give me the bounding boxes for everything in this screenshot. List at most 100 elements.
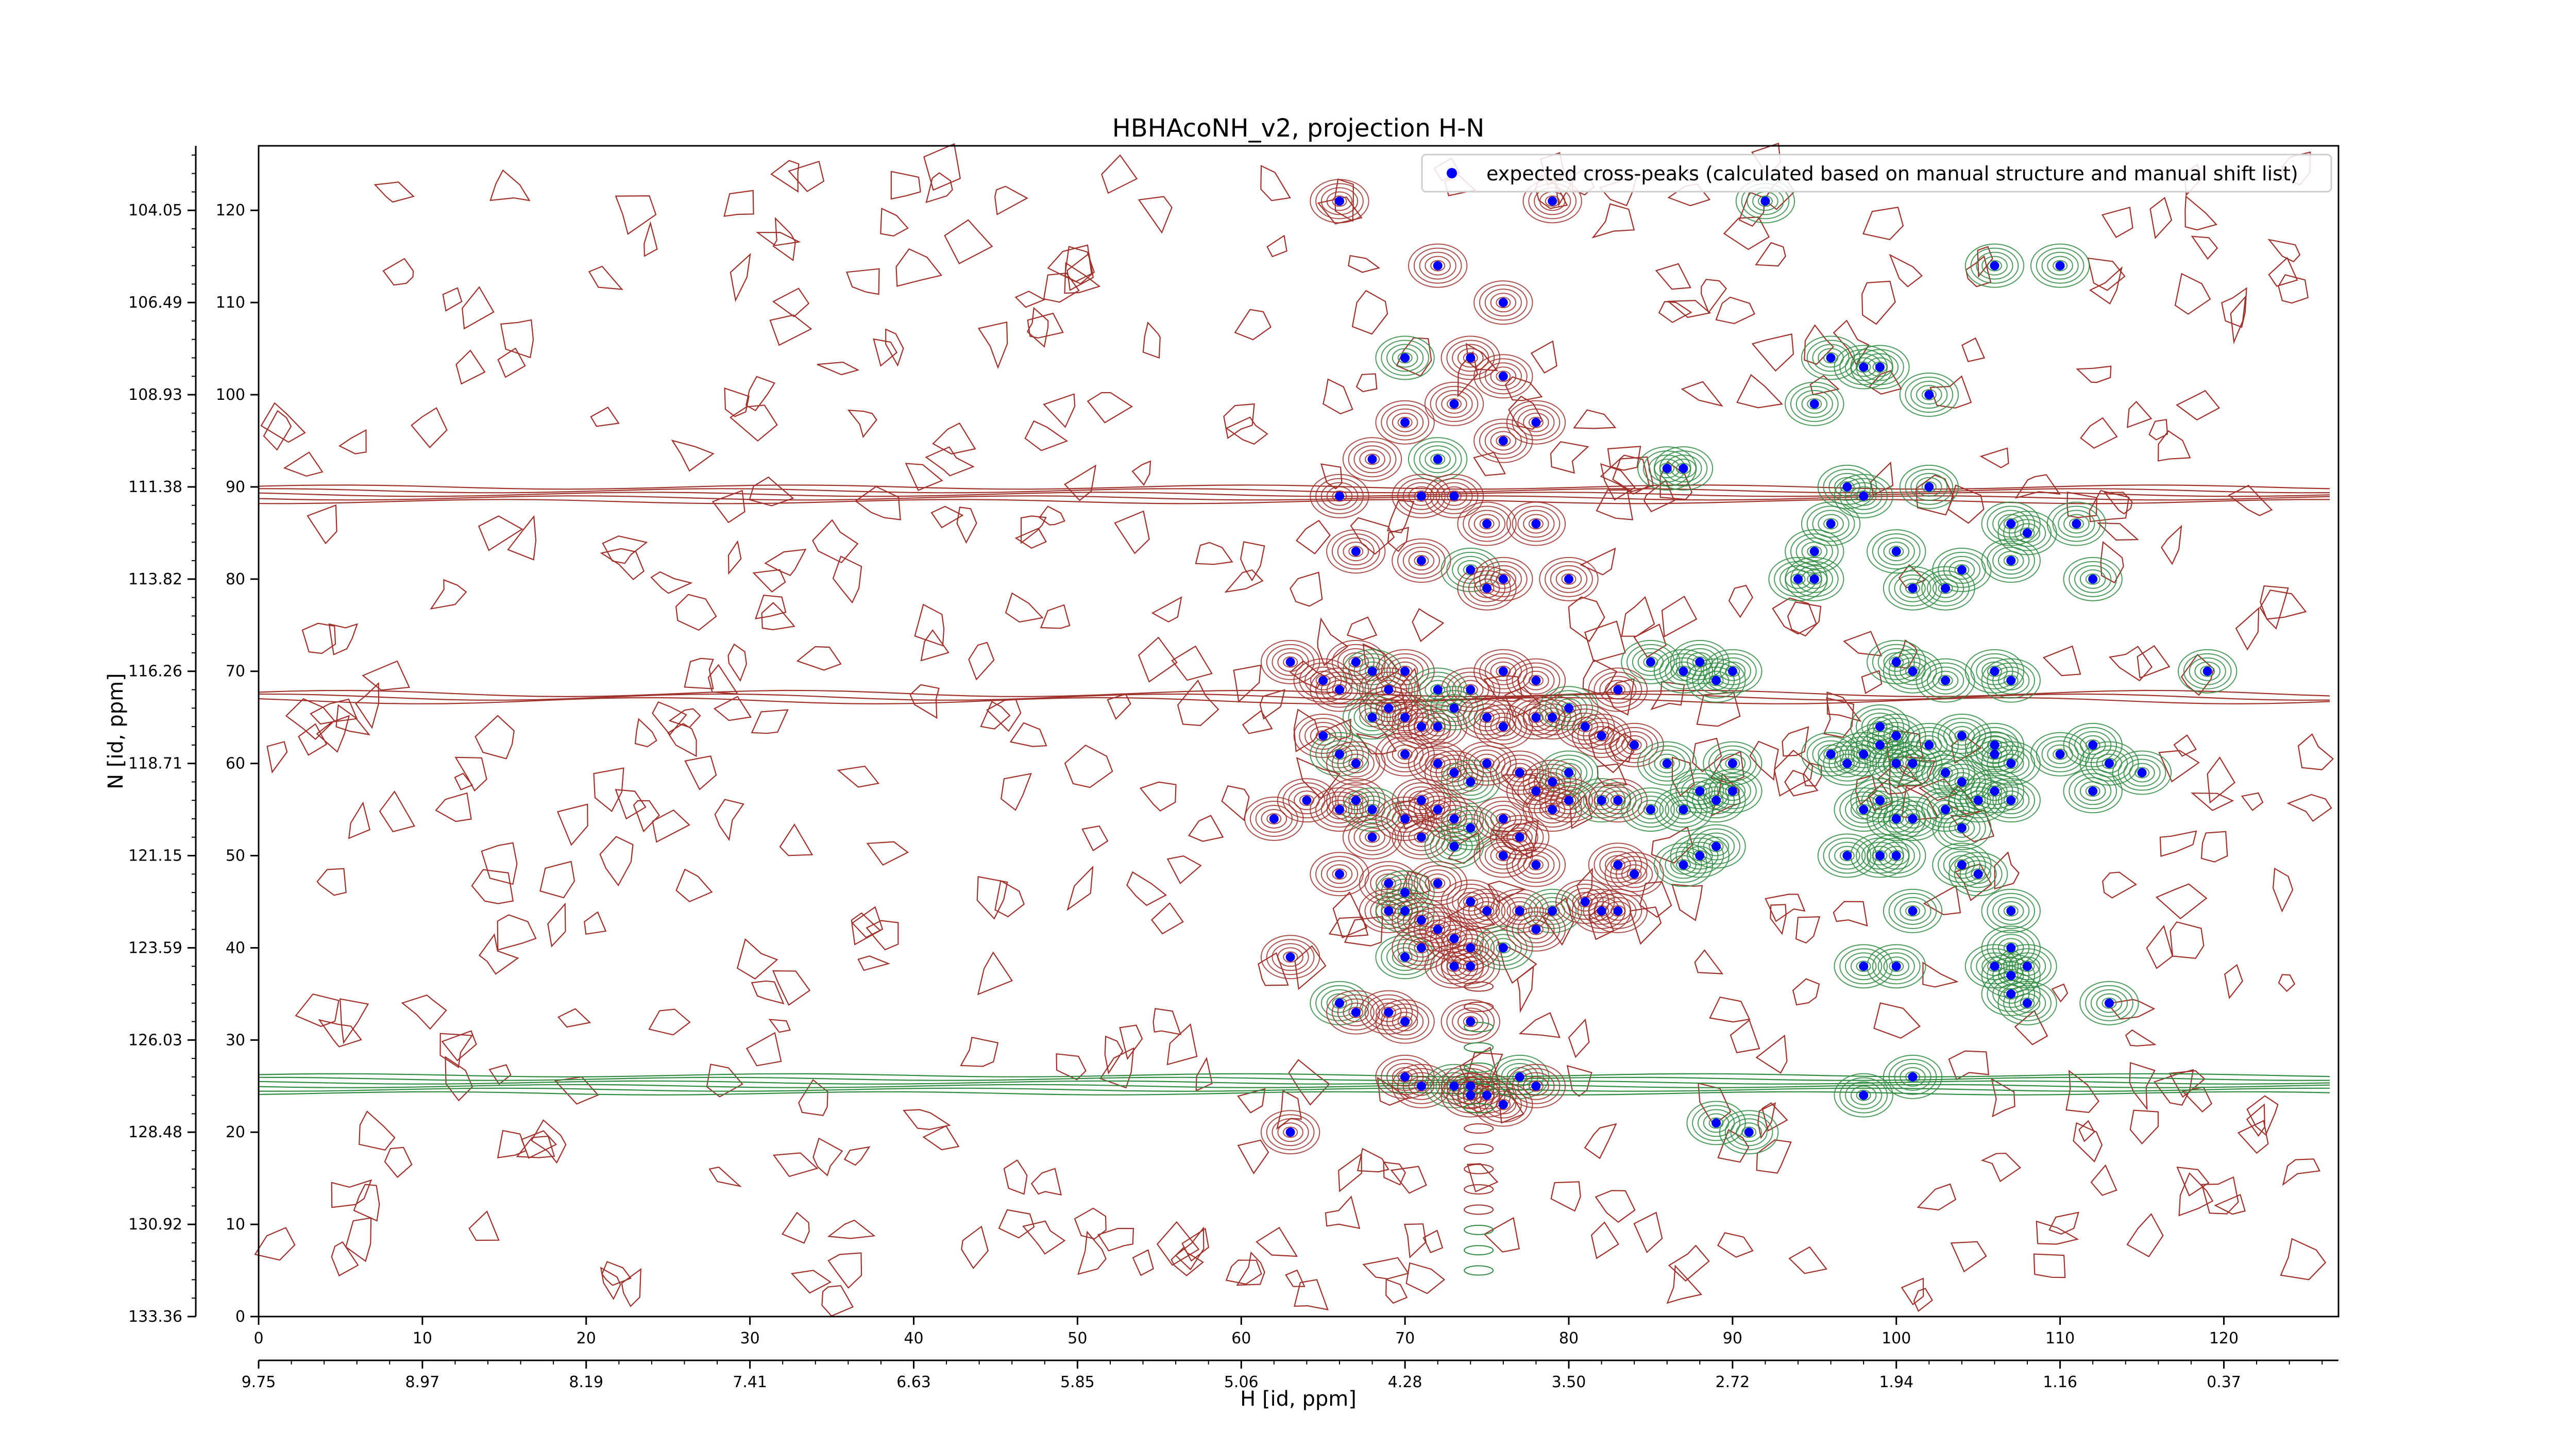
y-index-tick-label: 40: [226, 939, 245, 957]
noise-contour: [1918, 778, 1958, 801]
streak-contour: [258, 1087, 2330, 1092]
noise-contour: [790, 1270, 832, 1294]
peak-marker: [1515, 768, 1524, 778]
peak-contour: [1632, 648, 1670, 676]
peak-marker: [1449, 768, 1459, 778]
peak-contour: [1872, 795, 1888, 806]
peak-marker: [1416, 915, 1426, 925]
peak-contour: [1823, 518, 1839, 530]
peak-contour: [1545, 782, 1593, 819]
noise-contour: [1166, 855, 1202, 885]
noise-contour: [478, 933, 519, 975]
peak-contour: [1512, 1071, 1528, 1083]
peak-contour: [1905, 665, 1921, 677]
peak-contour: [1692, 785, 1707, 797]
peak-contour: [1260, 1110, 1320, 1155]
peak-contour: [1468, 749, 1506, 778]
noise-contour: [1550, 441, 1589, 474]
noise-contour: [1994, 851, 2020, 890]
noise-contour: [1195, 542, 1233, 565]
noise-contour: [1003, 1159, 1028, 1195]
peak-contour: [2014, 993, 2041, 1013]
peak-contour: [1348, 757, 1364, 769]
x-axis-label: H [id, ppm]: [1240, 1387, 1357, 1411]
peak-contour: [2003, 905, 2019, 917]
noise-contour: [2048, 1211, 2079, 1235]
peak-contour: [1397, 1068, 1446, 1104]
peak-marker: [1367, 805, 1377, 815]
peak-contour: [1992, 749, 2030, 778]
peak-marker: [1498, 814, 1508, 823]
noise-contour: [851, 912, 882, 946]
peak-contour: [1812, 510, 1850, 538]
noise-contour: [2173, 734, 2197, 757]
peak-marker: [1433, 759, 1443, 768]
peak-contour: [1610, 859, 1625, 871]
column-contour: [1464, 1042, 1494, 1053]
peak-contour: [1545, 776, 1560, 788]
noise-contour: [2259, 589, 2307, 620]
noise-contour: [724, 387, 750, 417]
noise-contour: [430, 579, 467, 610]
peak-contour: [1512, 831, 1528, 843]
peak-contour: [1839, 1077, 1888, 1114]
peak-contour: [1555, 698, 1582, 718]
peak-marker: [1564, 796, 1573, 805]
peak-marker: [2088, 740, 2098, 750]
noise-contour: [2109, 646, 2153, 682]
peak-marker: [1482, 1090, 1492, 1100]
peak-contour: [1637, 741, 1697, 786]
noise-contour: [2076, 365, 2112, 383]
noise-contour: [600, 548, 645, 580]
peak-contour: [1430, 920, 1479, 957]
peak-contour: [2079, 981, 2139, 1025]
noise-contour: [1223, 403, 1255, 439]
peak-contour: [1463, 896, 1478, 907]
peak-marker: [1416, 796, 1426, 805]
peak-contour: [1337, 998, 1375, 1026]
peak-contour: [1315, 478, 1364, 514]
peak-contour: [1397, 819, 1446, 855]
x-index-axis: 0 10 20 30 40 50 60 70 80 90 100 110 120: [253, 1317, 2239, 1347]
y-ppm-tick-label: 128.48: [128, 1123, 182, 1141]
streak-contour: [258, 1076, 2330, 1081]
peak-contour: [1828, 841, 1866, 870]
peak-contour: [1414, 555, 1429, 567]
peak-contour: [1381, 699, 1430, 736]
peak-marker: [1498, 574, 1508, 584]
noise-contour: [1804, 324, 1835, 365]
x-ppm-tick-label: 9.75: [242, 1373, 276, 1391]
peak-contour: [1905, 468, 1954, 505]
noise-contour: [1862, 206, 1904, 241]
peak-contour: [1414, 490, 1429, 502]
noise-contour: [648, 1008, 691, 1036]
peak-marker: [1695, 786, 1705, 796]
peak-contour: [1676, 665, 1691, 677]
peak-contour: [1266, 644, 1315, 680]
noise-contour: [845, 268, 880, 295]
peak-contour: [1365, 665, 1380, 677]
noise-contour: [1383, 1161, 1406, 1186]
peak-contour: [1496, 813, 1511, 824]
peak-marker: [1498, 722, 1508, 732]
column-contour: [1464, 1143, 1494, 1154]
peak-contour: [1375, 999, 1435, 1044]
peak-contour: [2178, 649, 2238, 694]
peak-contour: [1801, 394, 1828, 414]
peak-contour: [1561, 795, 1577, 806]
noise-contour: [615, 789, 647, 820]
noise-contour: [1917, 1183, 1957, 1211]
noise-contour: [2126, 1213, 2164, 1258]
peak-contour: [2047, 256, 2073, 276]
noise-contour: [930, 506, 964, 529]
peak-contour: [1987, 930, 2036, 966]
noise-contour: [895, 248, 943, 287]
peak-contour: [1348, 819, 1397, 855]
peak-contour: [1997, 551, 2024, 571]
peak-contour: [1326, 529, 1386, 574]
x-ppm-tick-label: 2.72: [1715, 1373, 1750, 1391]
peak-marker: [1875, 851, 1885, 861]
peak-contour: [1484, 657, 1522, 685]
y-ppm-tick-label: 118.71: [128, 755, 182, 773]
noise-contour: [298, 723, 328, 756]
